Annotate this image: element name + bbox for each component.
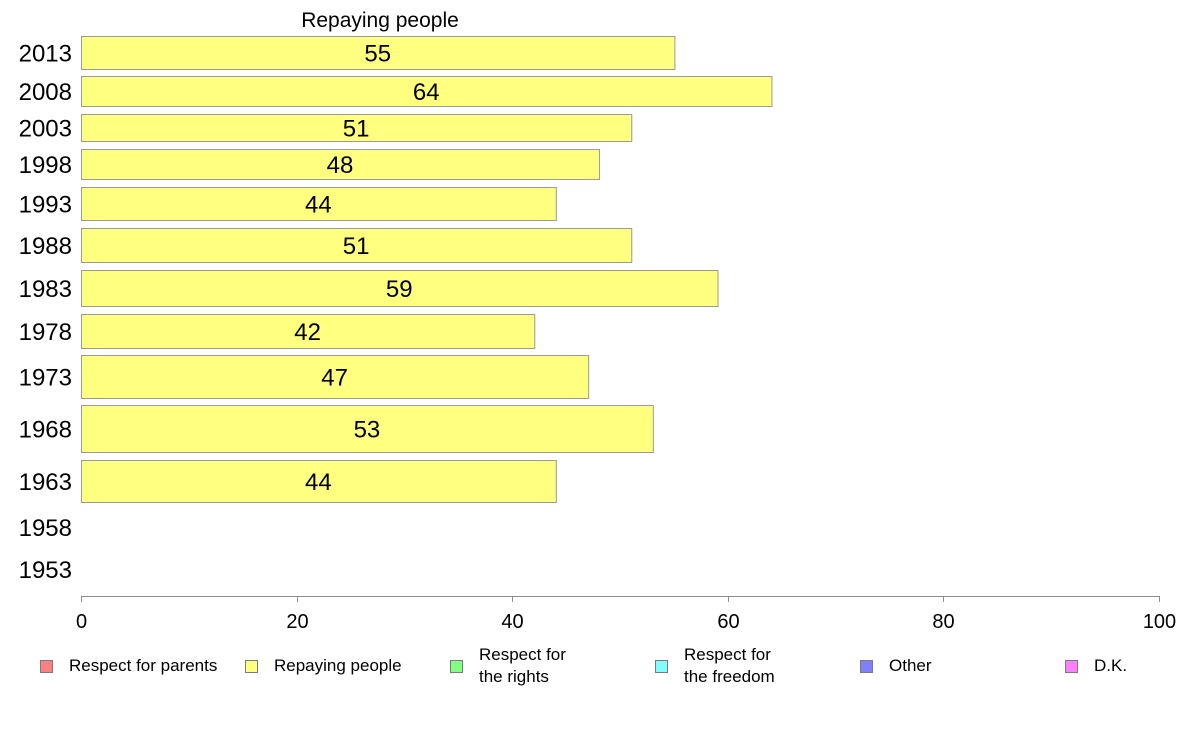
legend-label: Repaying people [274, 656, 402, 675]
legend-item: Respect for the rights [450, 644, 566, 688]
bar-1988 [81, 228, 633, 263]
bar-value-label-1973: 47 [321, 365, 348, 392]
legend: Respect for parents Repaying people Respec… [40, 644, 1160, 694]
bar-1963 [81, 460, 557, 503]
legend-item: Other [860, 644, 932, 688]
bar-value-label-2013: 55 [364, 41, 391, 68]
legend-swatch [1065, 659, 1078, 673]
x-tick-label-80: 80 [932, 611, 954, 633]
bar-2003 [81, 114, 633, 142]
category-label-2003: 2003 [19, 116, 72, 143]
legend-item: Repaying people [245, 644, 402, 688]
legend-swatch [245, 659, 258, 673]
legend-item: Respect for parents [40, 644, 217, 688]
category-label-1988: 1988 [19, 233, 72, 260]
legend-label: Respect for the rights [479, 645, 566, 686]
x-tick-label-40: 40 [501, 611, 523, 633]
category-label-1998: 1998 [19, 152, 72, 179]
category-label-1978: 1978 [19, 319, 72, 346]
category-label-1958: 1958 [19, 515, 72, 542]
legend-swatch [450, 659, 463, 673]
bar-value-label-1998: 48 [327, 152, 354, 179]
legend-item: Respect for the freedom [655, 644, 775, 688]
category-label-1968: 1968 [19, 417, 72, 444]
bar-value-label-2003: 51 [343, 116, 370, 143]
bar-value-label-1988: 51 [343, 233, 370, 260]
legend-swatch [655, 659, 668, 673]
x-tick-label-60: 60 [717, 611, 739, 633]
legend-swatch [40, 659, 53, 673]
bar-2008 [81, 76, 773, 107]
x-axis: 0 20 40 60 80 100 [76, 596, 1176, 633]
bar-1978 [81, 314, 536, 349]
legend-label: Other [889, 656, 932, 675]
bar-1993 [81, 187, 557, 221]
x-tick-label-0: 0 [76, 611, 87, 633]
bar-1998 [81, 149, 600, 180]
legend-swatch [860, 659, 873, 673]
chart-title: Repaying people [301, 9, 459, 32]
category-label-1983: 1983 [19, 276, 72, 303]
legend-item: D.K. [1065, 644, 1127, 688]
x-tick-label-100: 100 [1143, 611, 1176, 633]
category-label-2013: 2013 [19, 41, 72, 68]
bar-1973 [81, 355, 590, 399]
category-label-2008: 2008 [19, 79, 72, 106]
bar-2013 [81, 36, 676, 70]
bar-value-label-1968: 53 [354, 417, 381, 444]
legend-label: Respect for the freedom [684, 645, 775, 686]
category-label-1993: 1993 [19, 192, 72, 219]
legend-label: Respect for parents [69, 656, 218, 675]
category-label-1953: 1953 [19, 557, 72, 584]
x-tick-label-20: 20 [286, 611, 308, 633]
category-label-1973: 1973 [19, 365, 72, 392]
bar-value-label-1978: 42 [294, 319, 321, 346]
bar-value-label-1993: 44 [305, 192, 332, 219]
bar-value-label-1963: 44 [305, 469, 332, 496]
category-label-1963: 1963 [19, 469, 72, 496]
category-labels: 2013 2008 2003 1998 1993 1988 1983 1978 1973 1968… [19, 41, 72, 585]
bar-value-label-2008: 64 [413, 79, 440, 106]
bar-value-label-1983: 59 [386, 276, 413, 303]
bar-1983 [81, 270, 719, 307]
bar-1968 [81, 405, 654, 453]
legend-label: D.K. [1094, 656, 1128, 675]
